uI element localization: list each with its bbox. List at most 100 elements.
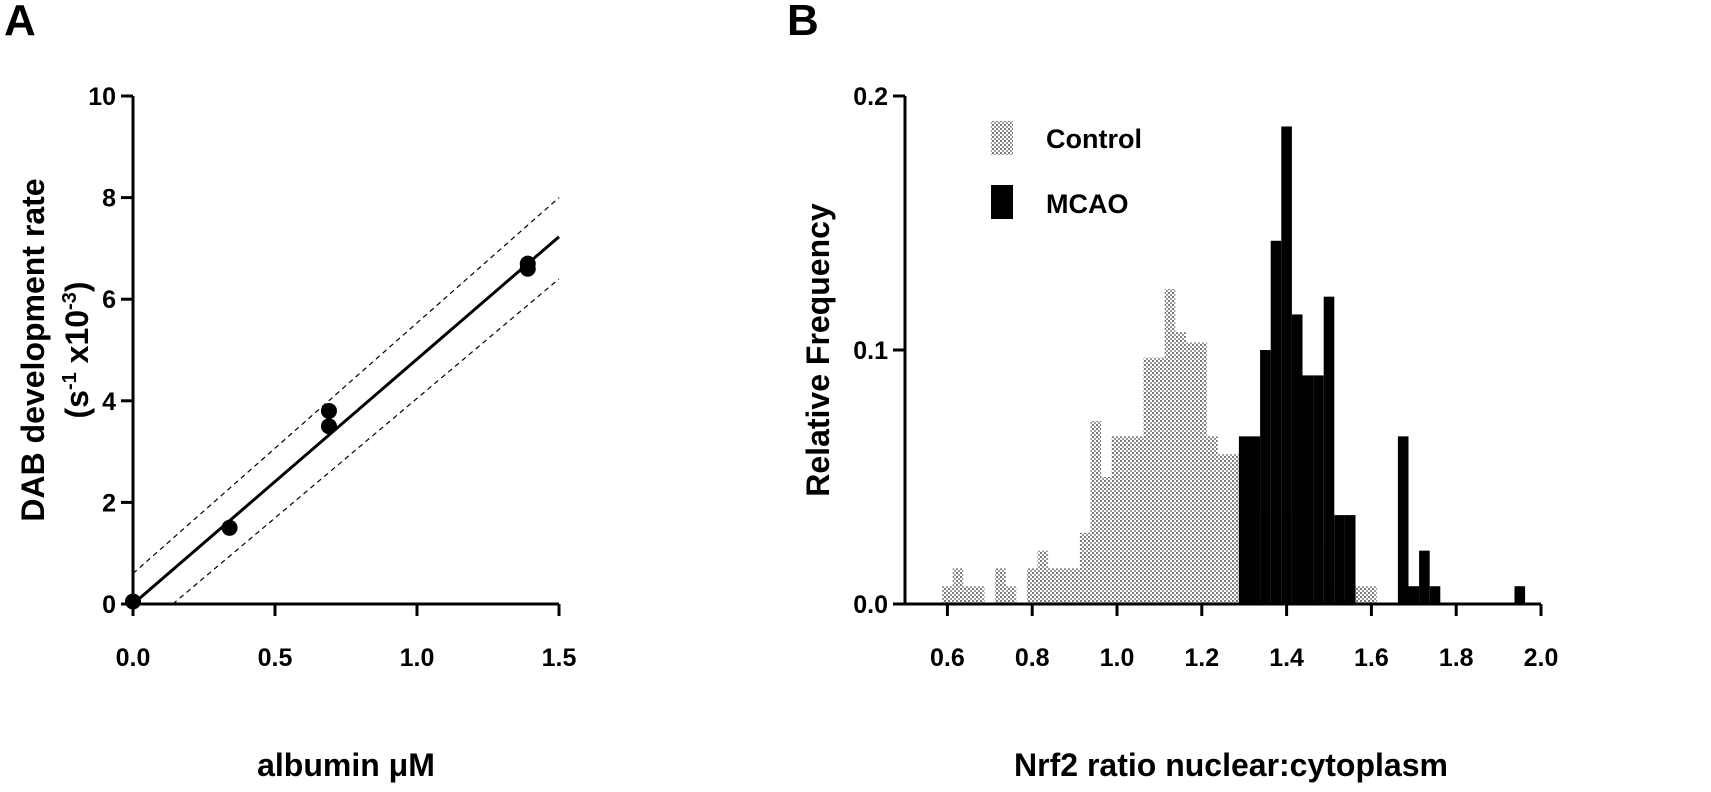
histogram-bar bbox=[1090, 421, 1102, 604]
y-tick-label: 0 bbox=[102, 591, 116, 619]
histogram-bar bbox=[1122, 436, 1133, 604]
histogram-bar bbox=[1111, 436, 1123, 604]
histogram-bar bbox=[1069, 568, 1080, 604]
x-tick-label: 0.6 bbox=[930, 644, 965, 672]
y-tick-label: 2 bbox=[102, 489, 116, 517]
y-axis-units-text: (s-1 x10-3) bbox=[59, 282, 95, 419]
legend-swatch-control bbox=[991, 121, 1013, 155]
x-tick-label: 1.5 bbox=[542, 644, 577, 672]
histogram-bar bbox=[1079, 532, 1091, 604]
chart-a: 0 2 4 6 8 10 0.0 0.5 1.0 1.5 albumin μM DAB deve… bbox=[15, 83, 576, 783]
y-tick-label: 0.0 bbox=[853, 591, 888, 619]
y-axis-title: DAB development rate bbox=[15, 178, 51, 521]
legend-label-mcao: MCAO bbox=[1046, 189, 1129, 219]
confidence-lower bbox=[172, 278, 560, 605]
histogram-bar bbox=[1270, 240, 1282, 604]
data-point bbox=[320, 418, 337, 435]
series-mcao bbox=[1238, 126, 1526, 604]
histogram-bar bbox=[995, 568, 1006, 604]
histogram-bar bbox=[1302, 375, 1314, 604]
histogram-bar bbox=[1429, 586, 1441, 604]
histogram-bar bbox=[1154, 357, 1165, 604]
x-tick-label: 0.8 bbox=[1015, 644, 1050, 672]
histogram-bar bbox=[1397, 436, 1409, 604]
histogram-bar bbox=[1196, 342, 1208, 604]
units-open: (s bbox=[59, 390, 95, 418]
y-tick-label: 0.2 bbox=[853, 83, 888, 111]
histogram-bar bbox=[1164, 289, 1176, 604]
data-point bbox=[320, 402, 337, 419]
histogram-bar bbox=[1005, 586, 1017, 604]
x-axis-title: albumin μM bbox=[257, 747, 435, 783]
x-tick-label: 1.4 bbox=[1269, 644, 1304, 672]
panel-label-b: B bbox=[787, 0, 819, 45]
histogram-bar bbox=[1419, 550, 1430, 604]
data-point bbox=[519, 260, 536, 277]
y-tick-label: 0.1 bbox=[853, 337, 888, 365]
y-tick-label: 8 bbox=[102, 185, 116, 213]
x-tick-label: 1.0 bbox=[1100, 644, 1135, 672]
histogram-bar bbox=[1334, 515, 1345, 604]
histogram-bar bbox=[1217, 454, 1229, 604]
x-tick-label: 0.5 bbox=[258, 644, 293, 672]
histogram-bar bbox=[1207, 436, 1218, 604]
data-points bbox=[125, 255, 536, 610]
regression-line bbox=[132, 235, 560, 606]
units-sup2: -3 bbox=[59, 292, 81, 310]
histogram-bar bbox=[973, 586, 985, 604]
x-axis-title: Nrf2 ratio nuclear:cytoplasm bbox=[1014, 747, 1448, 783]
x-tick-label: 1.6 bbox=[1354, 644, 1389, 672]
histogram-bar bbox=[1291, 314, 1303, 604]
histogram-bar bbox=[1026, 568, 1038, 604]
histogram-bar bbox=[1313, 375, 1324, 604]
data-point bbox=[221, 519, 238, 536]
histogram-bar bbox=[1281, 126, 1292, 604]
y-axis-units: (s-1 x10-3) bbox=[59, 282, 95, 419]
y-axis-title-line1: DAB development rate bbox=[15, 178, 51, 521]
histogram-bar bbox=[1132, 436, 1144, 604]
histogram-bar bbox=[1260, 350, 1271, 604]
histogram-bar bbox=[942, 586, 953, 604]
histogram-bar bbox=[952, 568, 964, 604]
histogram-bar bbox=[1323, 296, 1335, 604]
x-tick-label: 1.8 bbox=[1439, 644, 1474, 672]
histogram-bar bbox=[1249, 436, 1261, 604]
x-tick-label: 1.0 bbox=[400, 644, 435, 672]
y-tick-label: 10 bbox=[88, 83, 116, 111]
units-close: ) bbox=[59, 282, 95, 293]
histogram-bar bbox=[1514, 586, 1526, 604]
x-axis-ticks: 0.0 0.5 1.0 1.5 bbox=[116, 604, 577, 672]
legend-swatch-mcao bbox=[991, 185, 1013, 219]
histogram-bar bbox=[1408, 586, 1420, 604]
histogram-bar bbox=[1048, 568, 1059, 604]
x-tick-label: 2.0 bbox=[1524, 644, 1559, 672]
histogram-bar bbox=[1228, 454, 1239, 604]
histogram-bar bbox=[1185, 342, 1197, 604]
y-axis-ticks: 0.0 0.1 0.2 bbox=[853, 83, 905, 619]
units-sup1: -1 bbox=[59, 372, 81, 390]
y-tick-label: 6 bbox=[102, 286, 116, 314]
x-axis-ticks: 0.6 0.8 1.0 1.2 1.4 1.6 1.8 2.0 bbox=[930, 604, 1558, 672]
y-tick-label: 4 bbox=[102, 388, 116, 416]
histogram-bar bbox=[1101, 477, 1112, 604]
legend: Control MCAO bbox=[991, 121, 1142, 219]
units-mid: x10 bbox=[59, 310, 95, 372]
x-tick-label: 0.0 bbox=[116, 644, 151, 672]
confidence-upper bbox=[132, 197, 560, 574]
histogram-bar bbox=[1366, 586, 1377, 604]
y-axis-title: Relative Frequency bbox=[800, 203, 836, 497]
y-axis-ticks: 0 2 4 6 8 10 bbox=[88, 83, 133, 619]
x-tick-label: 1.2 bbox=[1184, 644, 1219, 672]
legend-label-control: Control bbox=[1046, 124, 1142, 154]
histogram-bar bbox=[1037, 550, 1049, 604]
y-axis-title-group: Relative Frequency bbox=[800, 203, 836, 497]
histogram-bar bbox=[963, 586, 974, 604]
histogram-bar bbox=[1238, 436, 1250, 604]
chart-b: 0.0 0.1 0.2 0.6 0.8 1.0 1.2 1.4 1.6 1.8 2.0 Contr… bbox=[800, 83, 1558, 783]
histogram-bar bbox=[1058, 568, 1070, 604]
histogram-bar bbox=[1344, 515, 1356, 604]
histogram-bar bbox=[1143, 357, 1155, 604]
confidence-band bbox=[132, 197, 560, 605]
histogram-bar bbox=[1355, 586, 1367, 604]
